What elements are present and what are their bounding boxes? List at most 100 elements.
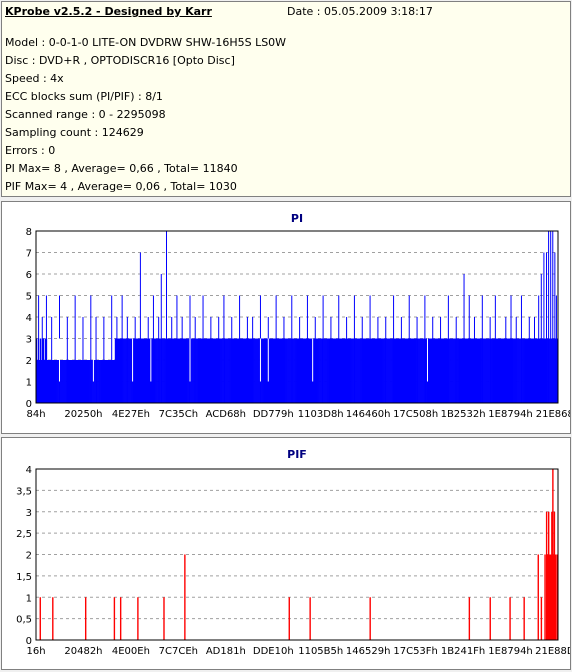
pi-bar xyxy=(487,338,489,403)
x-tick-label: 84h xyxy=(26,409,45,420)
pi-bar xyxy=(378,338,381,403)
pi-bar xyxy=(341,338,343,403)
pi-bar xyxy=(261,338,263,403)
pi-bar xyxy=(310,338,313,403)
y-tick-label: 4 xyxy=(26,465,32,476)
pi-bar xyxy=(318,338,320,403)
pi-bar xyxy=(124,338,126,403)
x-tick-label: 1E8794h xyxy=(488,646,532,657)
pi-bar xyxy=(149,338,151,403)
pi-bar xyxy=(541,338,543,403)
x-tick-label: ACD68h xyxy=(206,409,246,420)
pi-bar xyxy=(402,338,404,403)
pi-bar xyxy=(67,360,69,403)
pi-bar xyxy=(425,338,427,403)
pi-bar xyxy=(521,338,523,403)
pif-bar xyxy=(544,554,546,640)
pi-bar xyxy=(523,338,525,403)
pi-bar xyxy=(316,338,318,403)
pif-bar xyxy=(309,597,311,640)
pi-bar xyxy=(553,338,555,403)
pi-bar xyxy=(381,338,383,403)
pi-bar xyxy=(122,338,124,403)
pi-bar xyxy=(174,338,177,403)
pi-bar xyxy=(358,338,360,403)
pi-bar xyxy=(186,338,188,403)
pi-bar xyxy=(379,338,382,403)
pi-bar xyxy=(451,338,453,403)
pi-bar xyxy=(220,338,222,403)
pi-bar xyxy=(524,338,526,403)
pif-bar xyxy=(39,597,41,640)
pi-bar xyxy=(419,338,421,403)
pi-bar xyxy=(527,338,529,403)
pi-bar xyxy=(526,338,528,403)
pi-bar xyxy=(73,360,75,403)
pi-bar xyxy=(437,338,440,403)
pi-bar xyxy=(152,338,154,403)
pi-bar xyxy=(237,338,240,403)
pi-bar xyxy=(387,338,389,403)
pi-bar xyxy=(514,338,516,403)
ecc-line: ECC blocks sum (PI/PIF) : 8/1 xyxy=(5,90,163,103)
pi-bar xyxy=(130,338,132,403)
pi-bar xyxy=(68,360,70,403)
pi-bar xyxy=(167,338,170,403)
pi-bar xyxy=(287,338,289,403)
pi-bar xyxy=(289,338,291,403)
pi-bar xyxy=(190,338,192,403)
y-tick-label: 4 xyxy=(26,313,32,324)
pi-bar xyxy=(308,338,311,403)
pi-bar xyxy=(508,338,511,403)
pi-bar xyxy=(154,338,156,403)
y-tick-label: 2,5 xyxy=(16,529,32,540)
pi-bar xyxy=(193,338,195,403)
pi-bar xyxy=(505,338,508,403)
pi-bar xyxy=(356,338,358,403)
pi-bar xyxy=(531,338,533,403)
pi-bar xyxy=(303,338,306,403)
pi-bar xyxy=(63,360,65,403)
pi-bar xyxy=(415,338,417,403)
errors-line: Errors : 0 xyxy=(5,144,56,157)
pi-bar xyxy=(452,338,454,403)
pi-bar xyxy=(77,360,79,403)
pi-bar xyxy=(412,338,414,403)
pi-bar xyxy=(201,338,203,403)
pi-bar xyxy=(372,338,375,403)
pi-bar xyxy=(39,338,42,403)
pi-bar xyxy=(62,360,64,403)
pi-bar xyxy=(184,338,187,403)
pi-bar xyxy=(309,338,312,403)
pi-bar xyxy=(136,338,138,403)
pi-bar xyxy=(321,338,323,403)
pi-bar xyxy=(140,338,142,403)
y-tick-label: 0 xyxy=(26,636,32,647)
pi-bar xyxy=(507,338,510,403)
pi-bar xyxy=(52,360,55,403)
pi-bar xyxy=(132,338,134,403)
pi-bar xyxy=(54,360,56,403)
pi-bar xyxy=(401,338,403,403)
pi-bar xyxy=(178,338,181,403)
pi-bar xyxy=(371,338,374,403)
pi-bar xyxy=(301,338,304,403)
pi-bar xyxy=(293,338,295,403)
pi-bar xyxy=(493,338,496,403)
pi-bar xyxy=(277,338,279,403)
pi-bar xyxy=(59,360,61,403)
pi-bar xyxy=(84,360,86,403)
pif-summary-line: PIF Max= 4 , Average= 0,06 , Total= 1030 xyxy=(5,180,237,193)
pi-bar xyxy=(89,360,91,403)
pi-bar xyxy=(446,338,448,403)
pi-bar xyxy=(479,338,481,403)
pi-bar xyxy=(529,338,531,403)
pi-bar xyxy=(173,338,176,403)
pi-bar xyxy=(229,338,231,403)
pi-bar xyxy=(403,338,405,403)
pi-bar xyxy=(166,338,169,403)
pi-bar xyxy=(333,338,335,403)
x-tick-label: 17C508h xyxy=(393,409,438,420)
pi-bar xyxy=(113,360,116,403)
pi-bar xyxy=(127,338,129,403)
